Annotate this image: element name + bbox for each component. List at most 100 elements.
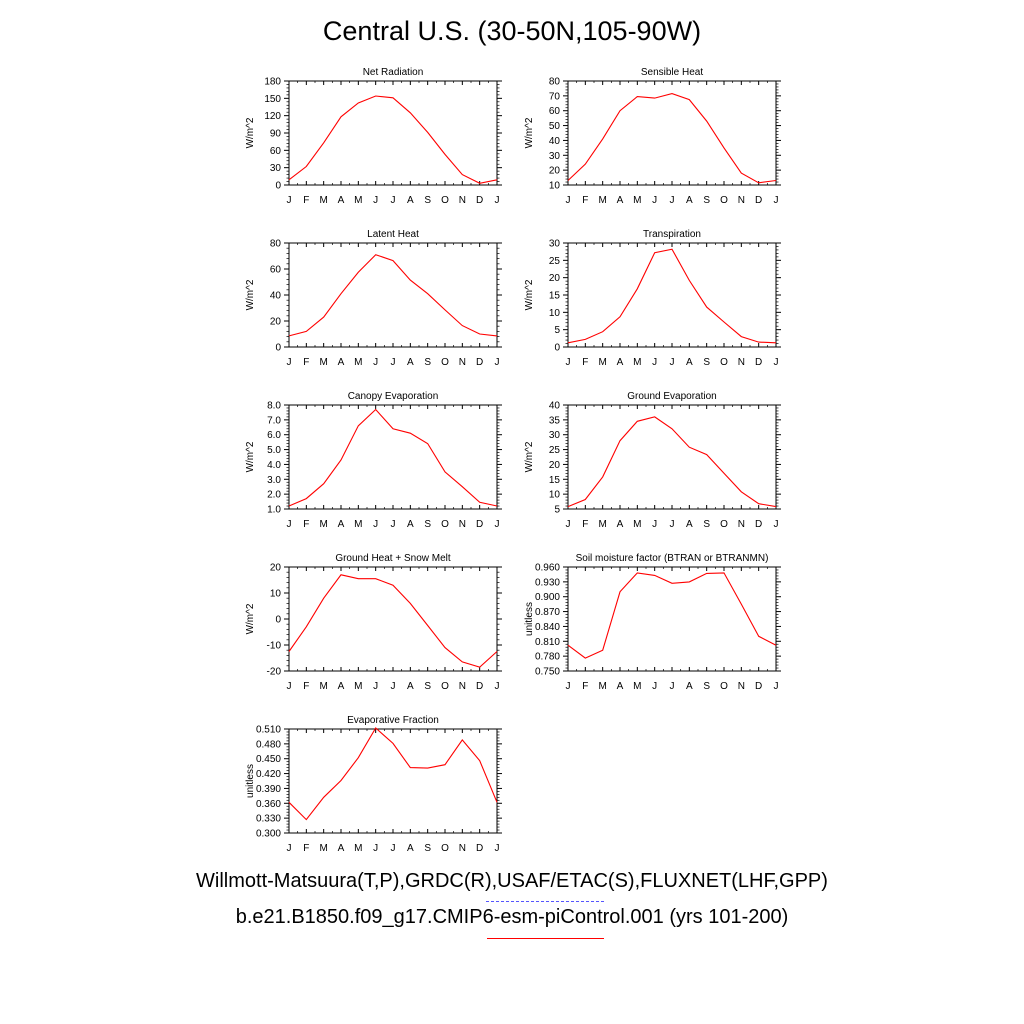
x-tick-label: N <box>459 357 466 368</box>
x-tick-label: A <box>338 843 345 854</box>
y-tick-label: 60 <box>270 265 282 276</box>
x-tick-label: A <box>617 195 624 206</box>
y-tick-label: 20 <box>549 273 561 284</box>
x-tick-label: M <box>598 195 606 206</box>
y-tick-label: 0.510 <box>256 725 281 736</box>
plot-frame <box>567 566 777 672</box>
y-tick-label: 5 <box>554 325 560 336</box>
x-tick-label: O <box>441 843 449 854</box>
x-tick-label: F <box>303 357 309 368</box>
x-tick-label: J <box>652 357 657 368</box>
y-tick-label: 0.330 <box>256 814 281 825</box>
x-tick-label: O <box>720 519 728 530</box>
plot-frame <box>288 80 498 186</box>
x-tick-label: M <box>633 681 641 692</box>
x-tick-label: M <box>354 357 362 368</box>
x-tick-label: M <box>598 519 606 530</box>
y-tick-label: 25 <box>549 256 561 267</box>
y-tick-label: 20 <box>549 166 561 177</box>
x-tick-label: N <box>459 195 466 206</box>
y-axis-label: W/m^2 <box>245 279 256 310</box>
x-tick-label: N <box>459 681 466 692</box>
x-tick-label: M <box>319 843 327 854</box>
x-tick-label: F <box>303 681 309 692</box>
y-tick-label: 15 <box>549 291 561 302</box>
x-tick-label: S <box>703 681 710 692</box>
y-tick-label: 0.960 <box>535 563 560 574</box>
x-tick-label: S <box>424 681 431 692</box>
y-axis-label: unitless <box>524 602 535 636</box>
x-tick-label: M <box>354 843 362 854</box>
y-axis-label: W/m^2 <box>524 279 535 310</box>
x-tick-label: J <box>287 843 292 854</box>
plot-frame <box>567 404 777 510</box>
x-tick-label: J <box>495 357 500 368</box>
plot-frame <box>567 242 777 348</box>
y-tick-label: 0.360 <box>256 799 281 810</box>
series-line-model <box>288 574 498 668</box>
y-tick-label: 50 <box>549 121 561 132</box>
x-tick-label: M <box>633 357 641 368</box>
y-tick-label: -10 <box>267 641 282 652</box>
x-tick-label: D <box>755 681 762 692</box>
y-tick-label: 0.900 <box>535 592 560 603</box>
x-tick-label: J <box>670 519 675 530</box>
panel-title: Soil moisture factor (BTRAN or BTRANMN) <box>576 553 769 564</box>
x-tick-label: J <box>652 195 657 206</box>
legend-model-label: b.e21.B1850.f09_g17.CMIP6-esm-piControl.… <box>235 906 789 928</box>
y-tick-label: 0 <box>554 343 560 354</box>
x-tick-label: O <box>441 519 449 530</box>
panel-8: J F M A M J J A S O N D J0.7500.7800.8100.8400.8700.… <box>524 553 781 692</box>
x-tick-label: A <box>617 519 624 530</box>
x-tick-label: A <box>338 681 345 692</box>
x-tick-label: J <box>373 195 378 206</box>
plot-frame <box>567 80 777 186</box>
x-tick-label: J <box>287 195 292 206</box>
x-tick-label: M <box>354 195 362 206</box>
x-tick-label: S <box>424 357 431 368</box>
x-tick-label: M <box>354 519 362 530</box>
x-tick-label: J <box>670 195 675 206</box>
y-tick-label: 40 <box>549 136 561 147</box>
x-tick-label: J <box>774 519 779 530</box>
y-tick-label: 30 <box>270 163 282 174</box>
y-tick-label: 8.0 <box>267 401 281 412</box>
x-tick-label: J <box>774 195 779 206</box>
y-tick-label: 2.0 <box>267 490 281 501</box>
plot-frame <box>288 566 498 672</box>
x-tick-label: J <box>495 195 500 206</box>
y-tick-label: 0.420 <box>256 769 281 780</box>
y-tick-label: 5 <box>554 505 560 516</box>
x-tick-label: J <box>495 843 500 854</box>
x-tick-label: N <box>459 519 466 530</box>
x-tick-label: D <box>755 519 762 530</box>
x-tick-label: F <box>582 519 588 530</box>
plot-frame <box>288 404 498 510</box>
series-line-model <box>288 727 498 821</box>
x-tick-label: J <box>652 519 657 530</box>
y-tick-label: 10 <box>549 181 561 192</box>
x-tick-label: A <box>407 357 414 368</box>
y-tick-label: 30 <box>549 239 561 250</box>
y-axis-label: W/m^2 <box>524 117 535 148</box>
x-tick-label: J <box>391 519 396 530</box>
x-tick-label: J <box>670 357 675 368</box>
y-tick-label: 10 <box>549 490 561 501</box>
x-tick-label: D <box>476 519 483 530</box>
x-tick-label: M <box>633 519 641 530</box>
x-tick-label: F <box>582 357 588 368</box>
x-tick-label: J <box>774 357 779 368</box>
y-tick-label: 0.780 <box>535 652 560 663</box>
y-tick-label: 0.450 <box>256 754 281 765</box>
y-tick-label: 90 <box>270 129 282 140</box>
legend-model-swatch <box>487 938 604 939</box>
panel-title: Ground Heat + Snow Melt <box>335 553 451 564</box>
x-tick-label: J <box>373 681 378 692</box>
x-tick-label: J <box>652 681 657 692</box>
y-tick-label: 35 <box>549 415 561 426</box>
y-tick-label: 180 <box>264 77 281 88</box>
y-tick-label: 20 <box>549 460 561 471</box>
